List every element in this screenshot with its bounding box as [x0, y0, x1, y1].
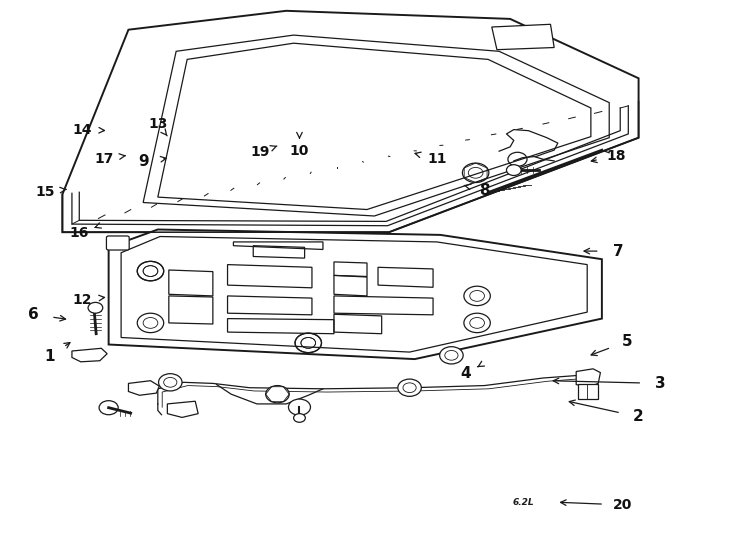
- Text: 7: 7: [613, 244, 623, 259]
- Text: 6.2L: 6.2L: [512, 498, 534, 507]
- Text: 11: 11: [427, 152, 446, 166]
- Polygon shape: [128, 381, 159, 395]
- Text: 4: 4: [461, 366, 471, 381]
- Text: 1: 1: [45, 349, 55, 364]
- Circle shape: [294, 414, 305, 422]
- Text: 5: 5: [622, 334, 633, 349]
- Text: 14: 14: [73, 123, 92, 137]
- Text: 16: 16: [70, 226, 89, 240]
- Circle shape: [159, 374, 182, 391]
- Text: 20: 20: [613, 498, 632, 512]
- Text: 12: 12: [73, 293, 92, 307]
- Text: 2: 2: [633, 409, 644, 424]
- Circle shape: [288, 399, 310, 415]
- Text: 9: 9: [138, 154, 148, 170]
- Circle shape: [266, 386, 289, 403]
- Text: 8: 8: [479, 183, 490, 198]
- Text: 17: 17: [95, 152, 114, 166]
- Text: 15: 15: [36, 185, 55, 199]
- Polygon shape: [167, 401, 198, 417]
- Polygon shape: [578, 384, 598, 399]
- Circle shape: [506, 165, 521, 176]
- Polygon shape: [62, 11, 639, 232]
- Circle shape: [440, 347, 463, 364]
- Text: 19: 19: [251, 145, 270, 159]
- Text: 13: 13: [148, 117, 167, 131]
- Text: 6: 6: [28, 307, 38, 322]
- Text: 3: 3: [655, 376, 666, 391]
- Polygon shape: [109, 230, 602, 359]
- Polygon shape: [576, 369, 600, 388]
- Circle shape: [88, 302, 103, 313]
- FancyBboxPatch shape: [106, 236, 129, 250]
- Polygon shape: [492, 24, 554, 50]
- Text: 10: 10: [290, 144, 309, 158]
- Circle shape: [99, 401, 118, 415]
- Polygon shape: [72, 348, 107, 362]
- Text: 18: 18: [607, 148, 626, 163]
- Circle shape: [398, 379, 421, 396]
